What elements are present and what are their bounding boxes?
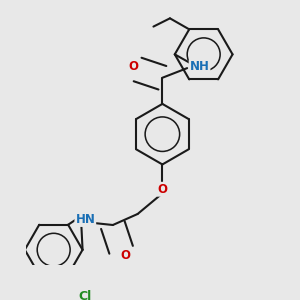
Text: O: O [120, 249, 130, 262]
Text: Cl: Cl [78, 290, 91, 300]
Text: O: O [128, 60, 139, 73]
Text: O: O [158, 183, 167, 196]
Text: HN: HN [75, 213, 95, 226]
Text: NH: NH [190, 60, 209, 73]
